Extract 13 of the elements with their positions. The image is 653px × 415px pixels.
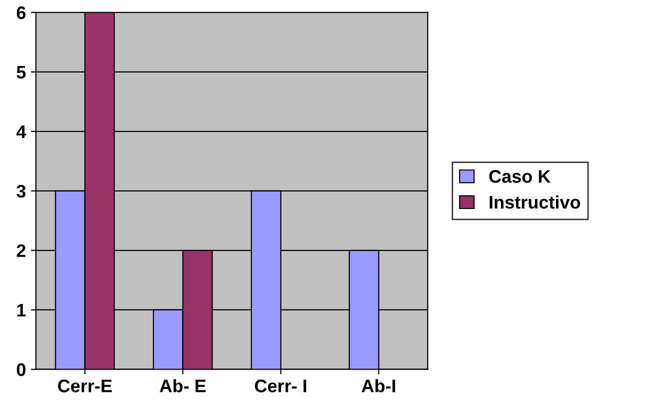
legend-label: Instructivo (490, 195, 580, 209)
y-tick-label: 4 (16, 126, 26, 138)
y-tick-label: 0 (16, 363, 26, 376)
x-tick-label: Cerr- I (254, 380, 306, 392)
legend-label: Caso K (489, 170, 551, 183)
y-tick-label: 1 (17, 304, 26, 316)
y-tick-label: 3 (16, 184, 26, 198)
y-tick-label: 6 (16, 6, 26, 20)
x-tick-label: Ab-I (362, 379, 396, 392)
y-tick-label: 5 (16, 66, 26, 79)
x-tick-label: Ab- E (160, 379, 206, 392)
y-tick-label: 2 (16, 244, 26, 257)
x-tick-label: Cerr-E (58, 380, 112, 392)
